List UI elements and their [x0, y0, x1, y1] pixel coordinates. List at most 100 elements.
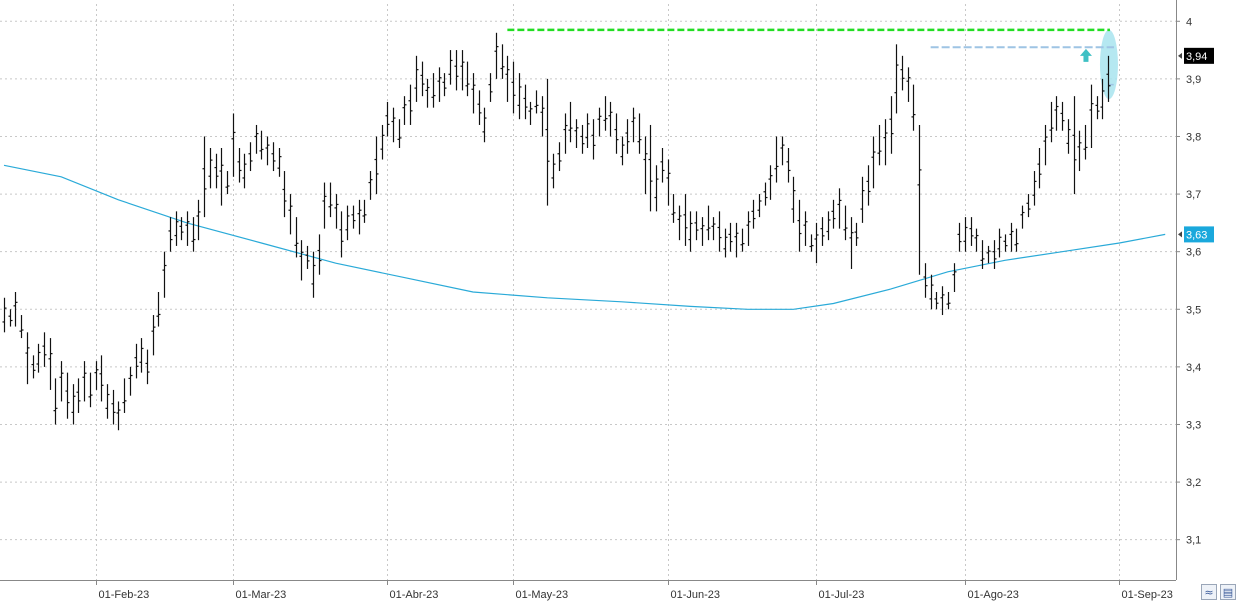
ohlc-bar: [568, 101, 573, 143]
ohlc-bar: [288, 194, 293, 235]
ohlc-bar: [614, 113, 619, 154]
ohlc-bar: [225, 171, 230, 195]
zigzag-zoom-icon[interactable]: ≈: [1201, 584, 1217, 600]
ohlc-bar: [1083, 124, 1088, 160]
ohlc-bar: [706, 205, 711, 241]
ohlc-bar: [254, 124, 259, 154]
ohlc-bar: [894, 44, 899, 114]
ohlc-bar: [168, 217, 173, 252]
ohlc-bar: [877, 124, 882, 166]
badge-box: [1184, 47, 1214, 64]
ohlc-bar: [391, 107, 396, 143]
ohlc-bar: [237, 148, 242, 183]
ohlc-bar: [231, 113, 236, 177]
ohlc-bar: [723, 228, 728, 258]
ohlc-bar: [643, 136, 648, 195]
badge-label: 3,63: [1186, 229, 1207, 241]
ohlc-bar: [1089, 84, 1094, 148]
ohlc-bar: [151, 315, 156, 356]
ohlc-bar: [751, 199, 756, 229]
ohlc-bar: [711, 217, 716, 241]
ohlc-bar: [666, 159, 671, 206]
ohlc-bar: [214, 153, 219, 189]
ohlc-bar: [946, 292, 951, 310]
ohlc-bar: [620, 136, 625, 166]
ohlc-bar: [408, 84, 413, 125]
badge-box: [1184, 226, 1214, 243]
ohlc-bar: [551, 153, 556, 189]
ohlc-bar: [563, 113, 568, 154]
ohlc-bar: [637, 113, 642, 154]
ohlc-bar: [1026, 194, 1031, 218]
ohlc-bar: [911, 84, 916, 131]
ohlc-bar: [534, 90, 539, 114]
ohlc-bar: [1049, 101, 1054, 143]
ohlc-bar: [683, 194, 688, 246]
ohlc-bar: [494, 32, 499, 79]
ohlc-bar: [420, 61, 425, 97]
ohlc-bar: [660, 148, 665, 183]
ohlc-bar: [986, 245, 991, 264]
ohlc-bar: [271, 142, 276, 172]
last-price-badge: 3,94: [1178, 47, 1214, 64]
floppy-disk-icon[interactable]: ▤: [1220, 584, 1236, 600]
ohlc-bar: [837, 188, 842, 229]
ohlc-bar: [540, 96, 545, 137]
ohlc-bar: [179, 217, 184, 241]
value-badges[interactable]: 3,94 3,63: [1178, 47, 1214, 243]
ohlc-bar: [1060, 101, 1065, 131]
y-tick-label: 3,1: [1186, 535, 1201, 547]
ohlc-bar: [31, 355, 36, 379]
ohlc-bar: [831, 199, 836, 229]
ohlc-bar: [574, 119, 579, 148]
ohlc-bar: [99, 355, 104, 402]
x-tick-label: 01-Abr-23: [390, 589, 439, 601]
ohlc-bar: [454, 50, 459, 91]
x-tick-label: 01-Jul-23: [819, 589, 865, 601]
ohlc-bar: [471, 73, 476, 114]
ohlc-bar: [1077, 130, 1082, 172]
ohlc-bar: [134, 343, 139, 379]
ohlc-bar: [1100, 78, 1105, 120]
ohlc-bar: [82, 361, 87, 402]
ohlc-bar: [746, 211, 751, 246]
ohlc-bar: [1014, 228, 1019, 252]
ohlc-bar: [1054, 96, 1059, 131]
y-tick-label: 4: [1186, 16, 1192, 28]
x-tick-label: 01-Sep-23: [1122, 589, 1173, 601]
ohlc-bar: [414, 55, 419, 102]
ohlc-bar: [397, 119, 402, 148]
ohlc-bar: [294, 217, 299, 258]
ohlc-bar: [2, 297, 7, 333]
y-tick-label: 3,9: [1186, 74, 1201, 86]
ohlc-bar: [339, 211, 344, 258]
ohlc-bar: [334, 194, 339, 229]
ohlc-bar: [265, 136, 270, 166]
badge-pointer: [1178, 52, 1182, 59]
ohlc-bar: [351, 205, 356, 229]
ohlc-bar: [992, 240, 997, 269]
ohlc-bar: [809, 234, 814, 252]
annotation-layer: [507, 28, 1118, 100]
ohlc-bar: [442, 73, 447, 97]
ohlc-bar: [728, 222, 733, 252]
ohlc-bar: [105, 384, 110, 419]
ohlc-bar: [505, 55, 510, 102]
ohlc-bar: [797, 199, 802, 252]
ohlc-bar: [900, 55, 905, 91]
ohlc-bar: [648, 124, 653, 212]
ohlc-bar: [889, 96, 894, 154]
moving-average-badge: 3,63: [1178, 226, 1214, 243]
ohlc-bar: [1003, 234, 1008, 252]
ohlc-bar: [849, 217, 854, 269]
ohlc-bar: [362, 199, 367, 223]
ohlc-bar: [25, 332, 30, 385]
ohlc-bar: [488, 73, 493, 102]
ohlc-bar: [482, 107, 487, 143]
ohlc-bar: [299, 240, 304, 281]
ohlc-bar: [740, 228, 745, 252]
ohlc-bar: [322, 182, 327, 229]
ohlc-bar: [208, 148, 213, 189]
ohlc-bar: [196, 199, 201, 241]
ohlc-bar: [42, 332, 47, 367]
